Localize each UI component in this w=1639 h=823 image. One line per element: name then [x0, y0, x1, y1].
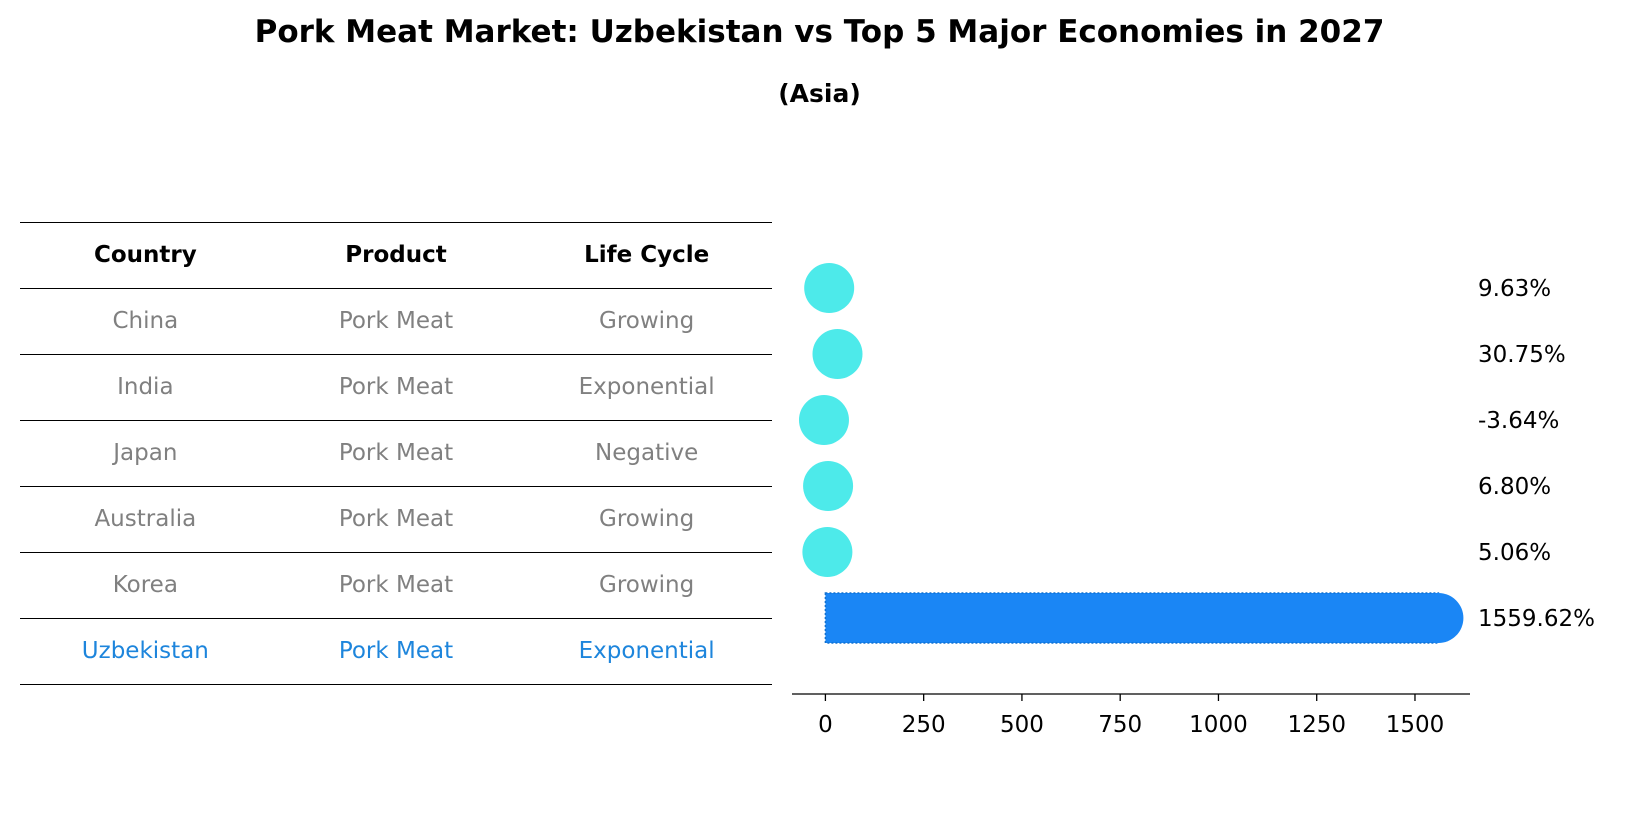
dot-marker — [812, 329, 863, 379]
cell-country: Australia — [94, 506, 197, 532]
x-tick-label: 0 — [818, 712, 833, 738]
cell-life-cycle: Negative — [595, 440, 699, 466]
header-country: Country — [93, 242, 197, 268]
cell-product: Pork Meat — [338, 440, 454, 466]
dot-marker — [798, 395, 849, 445]
value-label: 6.80% — [1478, 474, 1551, 500]
table-rule — [20, 420, 772, 421]
cell-product: Pork Meat — [338, 572, 454, 598]
bar-end-cap — [1413, 593, 1464, 643]
value-label: 30.75% — [1478, 342, 1566, 368]
table-row: China Pork Meat Growing — [20, 288, 772, 354]
table-rule — [20, 288, 772, 289]
table-rule — [20, 684, 772, 685]
cell-country: China — [112, 308, 179, 334]
cell-product: Pork Meat — [338, 638, 454, 664]
chart-subtitle: (Asia) — [778, 79, 861, 108]
table-row: India Pork Meat Exponential — [20, 354, 772, 420]
x-tick-label: 1000 — [1189, 712, 1248, 738]
header-life-cycle: Life Cycle — [584, 242, 710, 268]
table-row-highlighted: Uzbekistan Pork Meat Exponential — [20, 618, 772, 684]
cell-life-cycle: Growing — [599, 572, 695, 598]
header-product: Product — [345, 242, 447, 268]
cell-country: India — [117, 374, 174, 400]
dot-marker — [803, 461, 854, 511]
x-tick-label: 500 — [1000, 712, 1044, 738]
table-rule — [20, 618, 772, 619]
table-row: Japan Pork Meat Negative — [20, 420, 772, 486]
dot-marker — [804, 263, 855, 313]
value-label: -3.64% — [1478, 408, 1559, 434]
x-tick-label: 750 — [1098, 712, 1142, 738]
value-label: 5.06% — [1478, 540, 1551, 566]
x-tick-label: 1250 — [1287, 712, 1346, 738]
chart-title: Pork Meat Market: Uzbekistan vs Top 5 Ma… — [254, 14, 1385, 50]
bar-uzbekistan — [824, 592, 1440, 644]
cell-country: Japan — [113, 440, 178, 466]
value-label: 1559.62% — [1478, 606, 1595, 632]
cell-life-cycle: Exponential — [578, 638, 715, 664]
table-row: Australia Pork Meat Growing — [20, 486, 772, 552]
table-rule — [20, 552, 772, 553]
cell-product: Pork Meat — [338, 506, 454, 532]
value-label: 9.63% — [1478, 276, 1551, 302]
cell-life-cycle: Exponential — [578, 374, 715, 400]
table-rule — [20, 486, 772, 487]
cell-life-cycle: Growing — [599, 506, 695, 532]
cell-country: Uzbekistan — [81, 638, 209, 664]
cell-country: Korea — [112, 572, 178, 598]
table-rule — [20, 354, 772, 355]
table-header-row: Country Product Life Cycle — [20, 222, 772, 288]
table-row: Korea Pork Meat Growing — [20, 552, 772, 618]
cell-life-cycle: Growing — [599, 308, 695, 334]
dot-marker — [802, 527, 853, 577]
x-tick-label: 1500 — [1386, 712, 1445, 738]
cell-product: Pork Meat — [338, 308, 454, 334]
table-rule — [20, 222, 772, 223]
x-tick-label: 250 — [902, 712, 946, 738]
cell-product: Pork Meat — [338, 374, 454, 400]
